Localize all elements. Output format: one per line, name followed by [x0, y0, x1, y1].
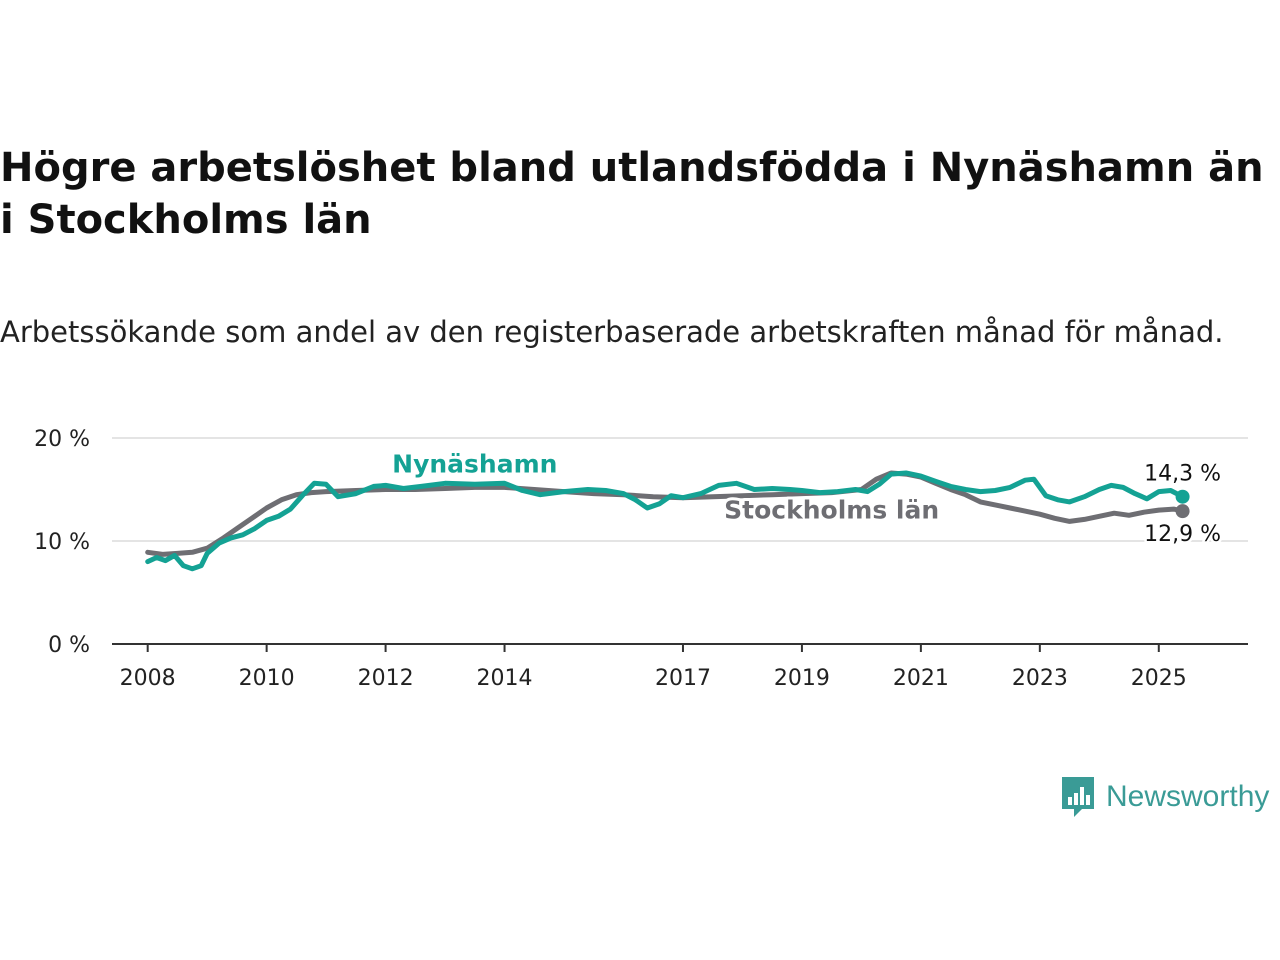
series-line-1	[145, 470, 1186, 572]
series-line-0	[145, 470, 1186, 557]
grid-lines	[112, 437, 1248, 542]
newsworthy-logo-icon	[1062, 777, 1094, 817]
series-labels: 12,9 % 14,3 % Nynäshamn Stockholms län	[389, 446, 1223, 549]
x-tick-label: 2023	[1012, 666, 1068, 691]
series-end-label: 12,9 %	[1144, 522, 1221, 547]
y-tick-label: 10 %	[34, 530, 90, 555]
x-tick-label: 2025	[1131, 666, 1187, 691]
x-tick-label: 2012	[358, 666, 414, 691]
series-name-label: Nynäshamn	[392, 449, 557, 478]
chart-subtitle: Arbetssökande som andel av den registerb…	[0, 315, 1224, 349]
series-end-label: 14,3 %	[1144, 462, 1221, 487]
x-tick-label: 2019	[774, 666, 830, 691]
x-tick-label: 2010	[239, 666, 295, 691]
chart-title: Högre arbetslöshet bland utlandsfödda i …	[0, 145, 1264, 243]
series-end-point	[1175, 489, 1190, 504]
y-tick-label: 0 %	[48, 633, 90, 658]
x-tick-label: 2017	[655, 666, 711, 691]
series-name-label: Stockholms län	[724, 496, 939, 525]
y-axis: 0 % 10 % 20 %	[34, 427, 90, 658]
x-tick-label: 2008	[120, 666, 176, 691]
x-axis: 2008 2010 2012 2014 2017 2019 2021 2023 2025	[112, 643, 1248, 691]
y-tick-label: 20 %	[34, 427, 90, 452]
series-end-point	[1175, 504, 1190, 519]
line-chart: 0 % 10 % 20 % 2008 2010 2012 2014 2017 2019 2021…	[34, 427, 1248, 691]
newsworthy-logo[interactable]: Newsworthy	[1060, 775, 1269, 819]
brand-name: Newsworthy	[1106, 780, 1270, 813]
x-tick-label: 2014	[477, 666, 533, 691]
series-lines	[145, 470, 1190, 572]
x-tick-label: 2021	[893, 666, 949, 691]
